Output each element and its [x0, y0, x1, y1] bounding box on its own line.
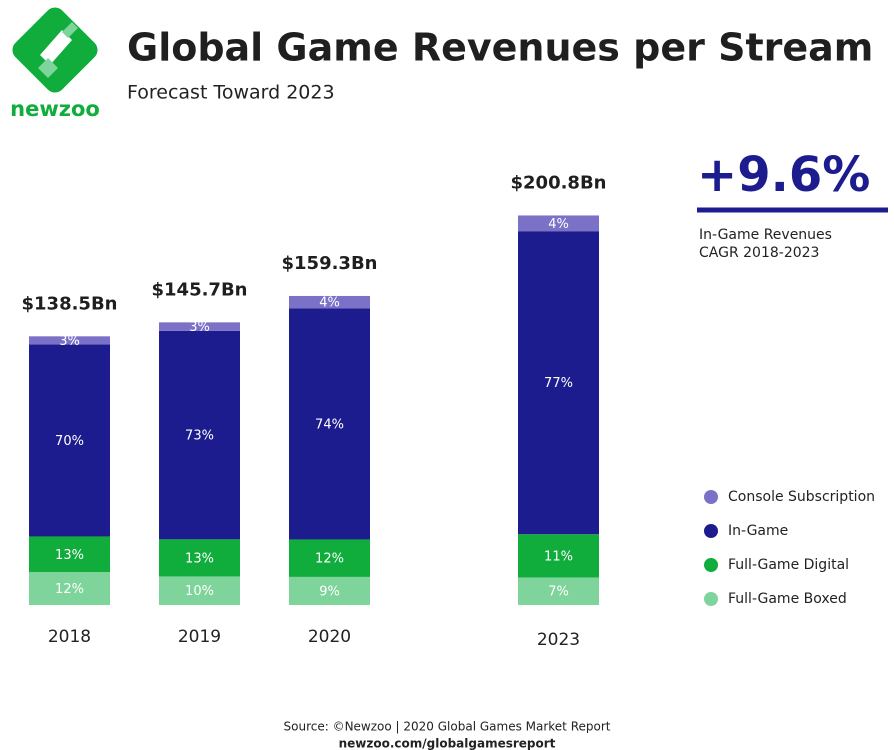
bar-segment: [29, 344, 110, 537]
bar-segment: [518, 577, 599, 605]
segment-label: 7%: [548, 585, 569, 600]
legend-swatch: [704, 592, 718, 606]
bar-segment: [289, 539, 370, 577]
segment-label: 77%: [544, 376, 573, 391]
bar-segment: [289, 576, 370, 605]
bar-segment: [29, 336, 110, 345]
bar-segment: [159, 576, 240, 605]
bar-segment: [29, 572, 110, 605]
total-label: $159.3Bn: [282, 253, 378, 274]
bar-segment: [159, 539, 240, 577]
legend-label: Console Subscription: [728, 489, 875, 505]
annotation-line: In-Game Revenues: [699, 227, 832, 243]
legend-label: In-Game: [728, 523, 788, 539]
legend-label: Full-Game Digital: [728, 557, 849, 573]
bar-segment: [518, 231, 599, 535]
segment-label: 4%: [319, 296, 340, 311]
segment-label: 73%: [185, 429, 214, 444]
total-label: $145.7Bn: [152, 279, 248, 300]
source-url: newzoo.com/globalgamesreport: [339, 737, 556, 750]
segment-label: 12%: [315, 552, 344, 567]
logo-stripe: [40, 30, 72, 65]
segment-label: 4%: [548, 217, 569, 232]
segment-label: 12%: [55, 582, 84, 597]
bar-segment: [289, 295, 370, 309]
segment-label: 10%: [185, 584, 214, 599]
x-tick-label: 2019: [178, 627, 221, 647]
logo: newzoo: [10, 7, 100, 121]
x-tick-label: 2023: [537, 630, 580, 650]
bar-segment: [159, 322, 240, 331]
annotation-line: CAGR 2018-2023: [699, 245, 819, 261]
legend-label: Full-Game Boxed: [728, 591, 847, 607]
x-tick-label: 2020: [308, 627, 351, 647]
total-label: $200.8Bn: [511, 172, 607, 193]
segment-label: 9%: [319, 584, 340, 599]
bar-segment: [159, 330, 240, 540]
segment-label: 3%: [59, 334, 80, 349]
bar-segment: [29, 536, 110, 573]
legend-swatch: [704, 490, 718, 504]
logo-accent: [38, 22, 78, 78]
total-label: $138.5Bn: [22, 293, 118, 314]
chart-subtitle: Forecast Toward 2023: [127, 82, 335, 104]
bar-segment: [518, 534, 599, 578]
segment-label: 74%: [315, 417, 344, 432]
bar-segment: [289, 308, 370, 540]
segment-label: 13%: [185, 551, 214, 566]
bar-segment: [518, 215, 599, 232]
annotation-headline: +9.6%: [697, 147, 870, 203]
brand-name: newzoo: [10, 97, 100, 121]
x-tick-label: 2018: [48, 627, 91, 647]
segment-label: 70%: [55, 434, 84, 449]
legend-swatch: [704, 524, 718, 538]
segment-label: 13%: [55, 548, 84, 563]
chart-title: Global Game Revenues per Stream: [127, 26, 873, 70]
legend-swatch: [704, 558, 718, 572]
source: Source: ©Newzoo | 2020 Global Games Mark…: [284, 720, 611, 734]
segment-label: 11%: [544, 549, 573, 564]
segment-label: 3%: [189, 320, 210, 335]
